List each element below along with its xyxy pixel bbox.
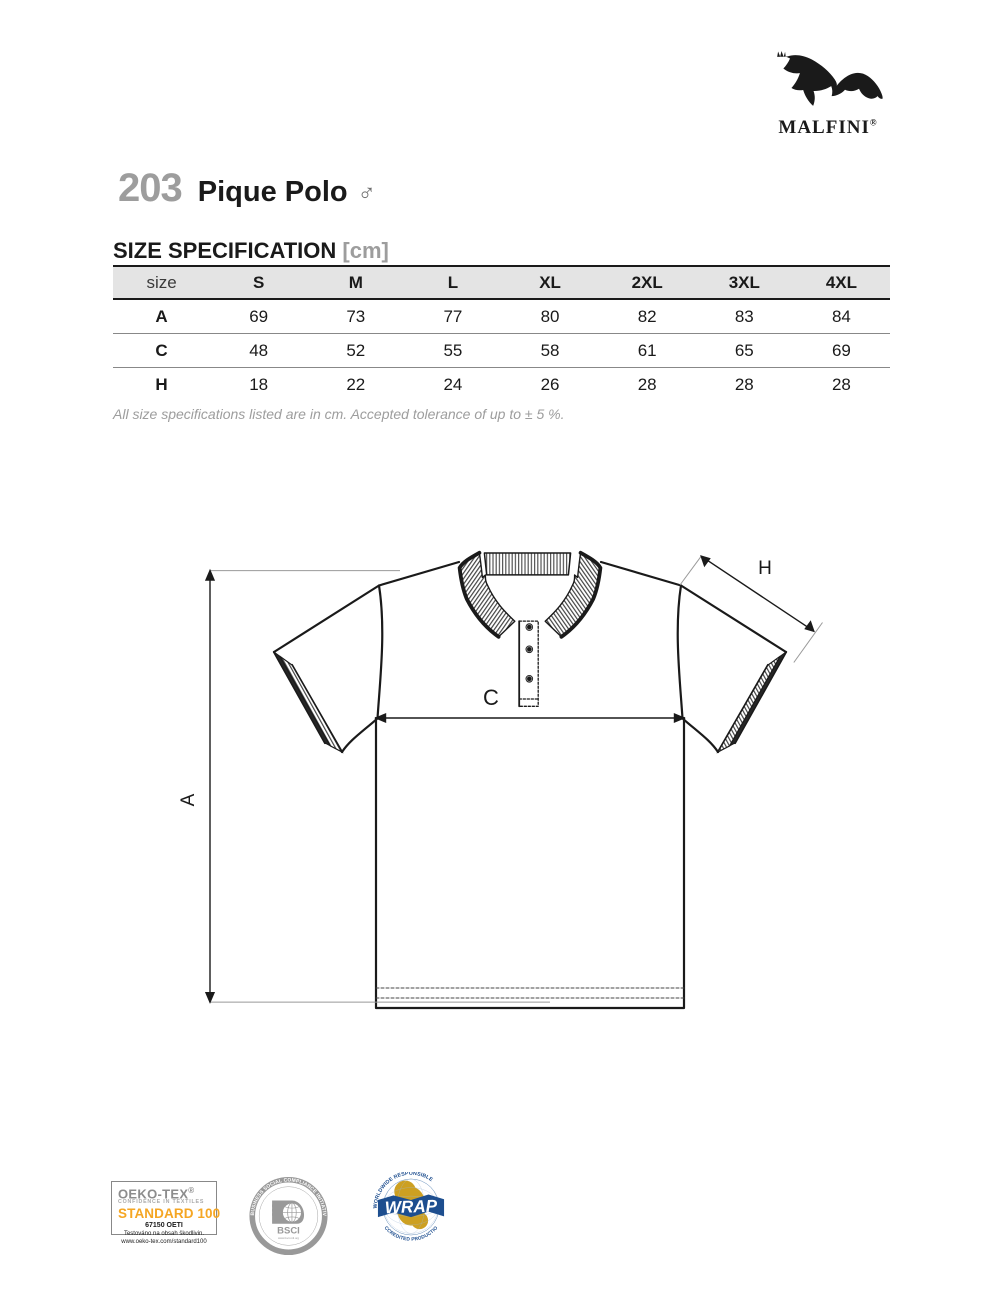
svg-text:WRAP: WRAP — [385, 1197, 438, 1218]
svg-text:H: H — [758, 558, 772, 579]
svg-text:C: C — [483, 685, 499, 710]
svg-text:BSCI: BSCI — [277, 1225, 300, 1236]
svg-text:A: A — [178, 793, 199, 806]
svg-text:www.bsci-intl.org: www.bsci-intl.org — [278, 1236, 299, 1240]
